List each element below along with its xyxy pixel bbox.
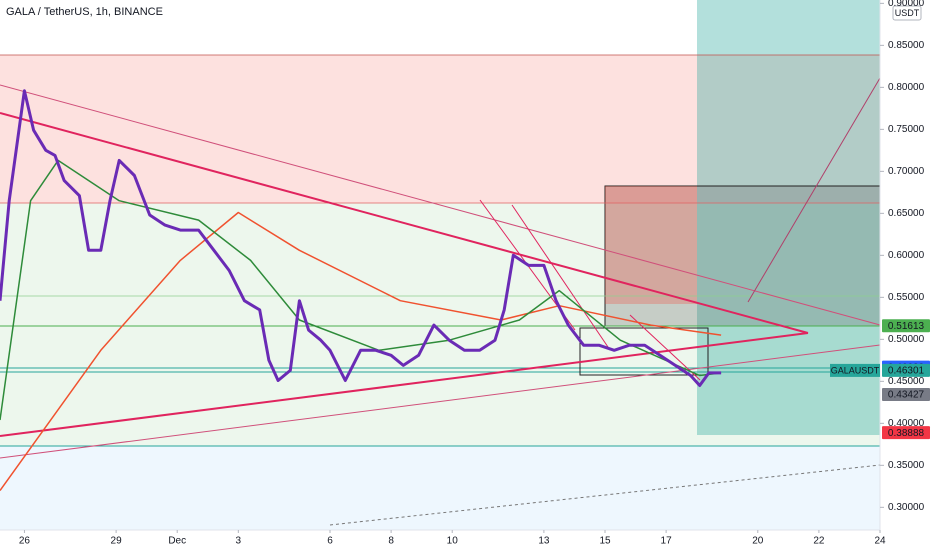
trend-line <box>0 84 881 326</box>
drawings <box>0 0 883 530</box>
projection-line <box>329 464 881 526</box>
price-tag-label: 0.51613 <box>888 321 925 332</box>
position-box <box>697 0 880 435</box>
y-tick-label: 0.40000 <box>888 418 925 429</box>
x-tick-label: 20 <box>752 536 764 547</box>
trend-line <box>629 314 701 381</box>
y-tick-label: 0.35000 <box>888 460 925 471</box>
symbol-tag <box>830 363 880 377</box>
marks <box>0 89 722 491</box>
price-line <box>0 89 722 387</box>
support-zone <box>0 446 880 530</box>
y-tick-label: 0.70000 <box>888 166 925 177</box>
target-box-risk <box>605 186 697 304</box>
x-tick-label: 8 <box>388 536 394 547</box>
profit-zone <box>0 203 880 446</box>
symbol-tag-label: GALAUSDT <box>831 365 880 375</box>
trend-line <box>0 332 809 437</box>
y-tick-label: 0.45000 <box>888 376 925 387</box>
price-line <box>0 211 722 491</box>
y-tick-label: 0.75000 <box>888 124 925 135</box>
y-tick-label: 0.90000 <box>888 0 925 9</box>
y-tick-label: 0.60000 <box>888 250 925 261</box>
x-tick-label: 15 <box>599 536 611 547</box>
chart-title: GALA / TetherUS, 1h, BINANCE <box>6 6 163 18</box>
price-axis <box>880 0 932 550</box>
x-tick-label: 26 <box>19 536 31 547</box>
x-tick-label: 17 <box>661 536 673 547</box>
trend-line <box>0 112 809 334</box>
currency-box[interactable] <box>892 5 922 21</box>
price-tag <box>882 426 930 440</box>
price-line <box>0 159 722 421</box>
price-tag-label: 0.46301 <box>888 366 925 377</box>
y-tick-label: 0.50000 <box>888 334 925 345</box>
y-tick-label: 0.30000 <box>888 502 925 513</box>
trend-line <box>511 204 611 351</box>
trend-line <box>0 344 881 459</box>
price-tag <box>882 363 930 377</box>
x-tick-label: 29 <box>111 536 123 547</box>
loss-zone <box>0 55 880 203</box>
y-tick-label: 0.65000 <box>888 208 925 219</box>
price-tag <box>882 319 930 333</box>
x-tick-label: 10 <box>447 536 459 547</box>
x-tick-label: 6 <box>327 536 333 547</box>
y-tick-label: 0.55000 <box>888 292 925 303</box>
x-tick-label: 13 <box>538 536 550 547</box>
price-tag <box>882 388 930 402</box>
x-tick-label: Dec <box>168 536 186 547</box>
y-tick-label: 0.85000 <box>888 40 925 51</box>
price-tag-label: 0.43427 <box>888 390 925 401</box>
y-tick-label: 0.80000 <box>888 82 925 93</box>
projection-line <box>747 77 881 303</box>
price-tags: 0.516130.466880.46301GALAUSDT0.434270.38… <box>830 319 930 440</box>
price-tag-label: 0.38888 <box>888 428 925 439</box>
x-tick-label: 3 <box>236 536 242 547</box>
x-tick-label: 24 <box>874 536 886 547</box>
currency[interactable]: USDT <box>895 8 920 18</box>
time-axis <box>0 530 932 550</box>
x-tick-label: 22 <box>813 536 825 547</box>
